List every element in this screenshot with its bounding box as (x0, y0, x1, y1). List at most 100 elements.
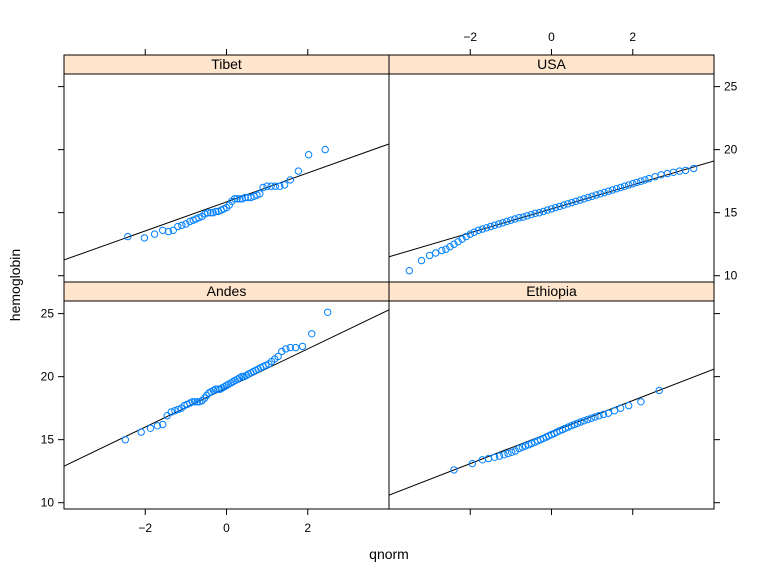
data-point (474, 226, 483, 235)
data-point (167, 408, 176, 416)
data-point (518, 443, 526, 451)
data-point (570, 420, 578, 429)
data-point (599, 410, 608, 419)
data-point (531, 209, 539, 218)
data-point (241, 193, 249, 202)
tick-label: 25 (724, 80, 738, 94)
data-point (417, 256, 426, 265)
data-point (450, 240, 458, 248)
data-point (515, 444, 523, 453)
data-point (191, 398, 199, 406)
data-point (188, 398, 197, 406)
y-axis-label: hemoglobin (7, 249, 23, 321)
data-point (584, 193, 592, 202)
tick-label: −2 (138, 521, 152, 535)
data-point (174, 405, 182, 414)
data-point (324, 308, 332, 316)
data-point (580, 195, 588, 203)
data-point (641, 176, 649, 184)
tick-label: 2 (629, 30, 636, 44)
data-point (150, 230, 159, 238)
data-point (405, 267, 413, 275)
data-point (633, 178, 641, 187)
data-point (446, 243, 454, 251)
data-point (202, 391, 211, 400)
data-point (212, 207, 220, 216)
data-point (263, 182, 271, 190)
data-point (595, 412, 603, 420)
tick-label: 15 (41, 433, 55, 447)
data-point (486, 222, 495, 231)
panel-grid: Tibet USA Andes Ethiopia (63, 54, 715, 510)
data-point (651, 173, 659, 181)
data-point (620, 182, 629, 190)
data-point (468, 459, 476, 468)
data-point (182, 220, 190, 228)
data-point (572, 197, 580, 206)
data-point (458, 235, 466, 243)
panel-border-andes (63, 300, 390, 510)
tick-label: 2 (304, 521, 311, 535)
data-point (610, 407, 619, 415)
data-point (592, 191, 600, 199)
data-point (227, 379, 235, 387)
data-point (432, 249, 440, 257)
reference-line-usa (389, 160, 714, 258)
data-point (612, 185, 621, 193)
data-point (164, 227, 173, 236)
panel-tibet: Tibet (63, 54, 390, 283)
data-point (591, 413, 599, 421)
data-point (503, 217, 511, 226)
tick-label: 25 (41, 307, 55, 321)
data-point (304, 151, 313, 159)
reference-line-andes (64, 309, 389, 467)
data-point (587, 414, 595, 422)
data-point (159, 420, 167, 429)
data-point (286, 343, 294, 352)
data-point (438, 246, 446, 255)
data-point (308, 330, 316, 338)
data-point (286, 176, 294, 184)
data-point (482, 224, 491, 232)
data-point (478, 225, 487, 233)
data-point (207, 209, 215, 217)
data-point (282, 345, 290, 353)
data-point (470, 228, 478, 236)
data-point (238, 372, 246, 381)
data-point (466, 230, 474, 238)
data-point (584, 415, 592, 424)
data-point (573, 419, 582, 427)
data-point (274, 352, 282, 361)
data-point (163, 412, 171, 420)
data-point (294, 167, 303, 175)
data-point (608, 186, 617, 194)
data-point (625, 181, 633, 189)
strip-label-ethiopia: Ethiopia (526, 283, 577, 299)
data-point (564, 200, 572, 208)
data-point (278, 347, 286, 356)
data-point (233, 195, 241, 203)
panel-border-ethiopia (388, 300, 715, 510)
data-point (298, 342, 307, 351)
data-point (169, 226, 178, 235)
panel-ethiopia: Ethiopia (388, 281, 715, 510)
data-point (121, 436, 130, 444)
data-point (247, 193, 255, 202)
data-point (153, 422, 162, 430)
data-point (178, 221, 186, 230)
data-point (560, 201, 568, 209)
data-point (198, 396, 206, 405)
data-point (604, 187, 613, 195)
data-point (137, 428, 145, 436)
data-point (259, 183, 267, 192)
data-point (521, 442, 530, 450)
data-point (124, 232, 132, 241)
tick-label: 10 (41, 496, 55, 510)
data-point (511, 447, 519, 455)
data-point (214, 385, 222, 393)
data-point (629, 180, 637, 188)
tick-label: 0 (223, 521, 230, 535)
data-point (140, 234, 149, 242)
data-point (555, 202, 564, 211)
data-point (225, 201, 234, 209)
